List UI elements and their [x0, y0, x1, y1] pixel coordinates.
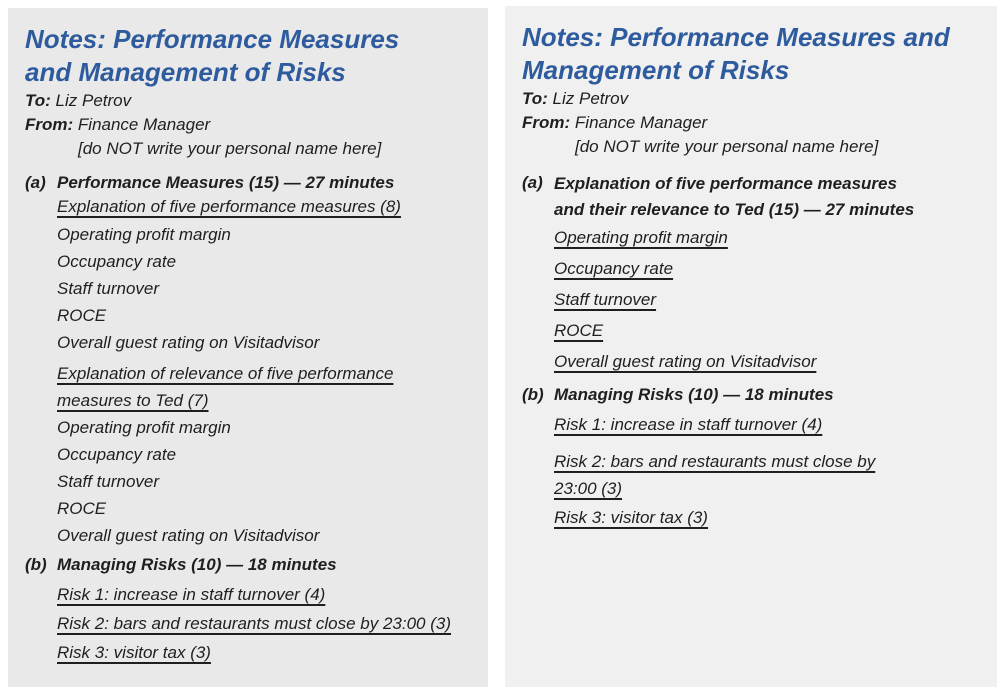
subsection-heading-line: Explanation of relevance of five perform…	[57, 360, 480, 387]
notes-panel-left: Notes: Performance Measures and Manageme…	[8, 8, 488, 687]
risk-item-text: Risk 3: visitor tax (3)	[554, 508, 708, 527]
measure-item-text: Staff turnover	[554, 290, 657, 309]
section-a-heading-text: Performance Measures (15) — 27 minutes	[57, 173, 395, 192]
measure-item: ROCE	[57, 499, 107, 518]
measure-list-1: Operating profit margin Occupancy rate S…	[57, 225, 480, 353]
risk-item: Risk 1: increase in staff turnover (4)	[554, 415, 989, 435]
subsection-heading-text: Explanation of relevance of five perform…	[57, 364, 394, 383]
subsection-heading-explanation: Explanation of five performance measures…	[57, 195, 480, 219]
notes-title-line: Management of Risks	[522, 55, 790, 85]
section-a-marker: (a)	[25, 173, 46, 192]
measure-item: Overall guest rating on Visitadvisor	[57, 526, 320, 545]
measure-item: ROCE	[554, 321, 989, 341]
memo-header-right: To: Liz Petrov From: Finance Manager [do…	[522, 87, 989, 159]
risk-item: Risk 3: visitor tax (3)	[554, 508, 989, 528]
to-value: Liz Petrov	[55, 91, 132, 110]
risk-item-line: 23:00 (3)	[554, 475, 989, 502]
section-b-heading-text: Managing Risks (10) — 18 minutes	[57, 555, 337, 574]
risk-item-text: Risk 1: increase in staff turnover (4)	[57, 585, 326, 604]
from-label: From:	[522, 113, 571, 132]
measure-list-2: Operating profit margin Occupancy rate S…	[57, 418, 480, 546]
from-line: From: Finance Manager	[25, 113, 480, 137]
measure-list: Operating profit margin Occupancy rate S…	[554, 228, 989, 372]
measure-item-text: Occupancy rate	[554, 259, 674, 278]
subsection-heading-relevance: Explanation of relevance of five perform…	[57, 360, 480, 414]
measure-item-text: Overall guest rating on Visitadvisor	[554, 352, 817, 371]
measure-item: Occupancy rate	[57, 445, 177, 464]
risk-item-text: Risk 2: bars and restaurants must close …	[57, 614, 452, 633]
measure-item: ROCE	[57, 306, 107, 325]
section-a-heading-line: Explanation of five performance measures	[554, 174, 897, 193]
section-a-heading: (a) Explanation of five performance meas…	[522, 171, 989, 223]
memo-header-left: To: Liz Petrov From: Finance Manager [do…	[25, 89, 480, 161]
to-line: To: Liz Petrov	[25, 89, 480, 113]
from-label: From:	[25, 115, 74, 134]
to-value: Liz Petrov	[552, 89, 629, 108]
notes-title-line: and Management of Risks	[25, 57, 346, 87]
risk-item: Risk 1: increase in staff turnover (4)	[57, 585, 480, 605]
section-b-heading: (b) Managing Risks (10) — 18 minutes	[25, 553, 480, 577]
name-warning-note: [do NOT write your personal name here]	[575, 137, 879, 156]
section-b-heading: (b) Managing Risks (10) — 18 minutes	[522, 383, 989, 407]
section-b-marker: (b)	[522, 385, 544, 404]
from-line: From: Finance Manager	[522, 111, 989, 135]
risk-list: Risk 1: increase in staff turnover (4) R…	[554, 415, 989, 528]
measure-item: Overall guest rating on Visitadvisor	[554, 352, 989, 372]
measure-item: Operating profit margin	[57, 225, 231, 244]
measure-item: Occupancy rate	[554, 259, 989, 279]
to-line: To: Liz Petrov	[522, 87, 989, 111]
notes-panel-right: Notes: Performance Measures and Manageme…	[505, 6, 997, 687]
notes-title-left: Notes: Performance Measures and Manageme…	[25, 23, 480, 89]
risk-item-text: Risk 2: bars and restaurants must close …	[554, 452, 876, 471]
section-a-heading: (a) Performance Measures (15) — 27 minut…	[25, 171, 480, 195]
subsection-heading-text: measures to Ted (7)	[57, 391, 209, 410]
risk-item: Risk 2: bars and restaurants must close …	[554, 448, 989, 502]
measure-item: Operating profit margin	[57, 418, 231, 437]
measure-item: Staff turnover	[57, 472, 160, 491]
measure-item: Staff turnover	[57, 279, 160, 298]
notes-title-line: Notes: Performance Measures	[25, 24, 400, 54]
to-label: To:	[25, 91, 51, 110]
to-label: To:	[522, 89, 548, 108]
risk-item-line: Risk 2: bars and restaurants must close …	[554, 448, 989, 475]
risk-item-text: Risk 3: visitor tax (3)	[57, 643, 211, 662]
subsection-heading-line: measures to Ted (7)	[57, 387, 480, 414]
notes-title-line: Notes: Performance Measures and	[522, 22, 950, 52]
measure-item: Operating profit margin	[554, 228, 989, 248]
section-b-heading-text: Managing Risks (10) — 18 minutes	[554, 385, 834, 404]
risk-list: Risk 1: increase in staff turnover (4) R…	[57, 585, 480, 663]
section-a-heading-text: Explanation of five performance measures…	[554, 171, 989, 223]
measure-item-text: Operating profit margin	[554, 228, 728, 247]
section-a-heading-line: and their relevance to Ted (15) — 27 min…	[554, 200, 915, 219]
subsection-heading-text: Explanation of five performance measures…	[57, 197, 401, 216]
measure-item-text: ROCE	[554, 321, 604, 340]
measure-item: Staff turnover	[554, 290, 989, 310]
name-warning-note: [do NOT write your personal name here]	[78, 139, 382, 158]
from-value: Finance Manager	[574, 113, 708, 132]
measure-item: Overall guest rating on Visitadvisor	[57, 333, 320, 352]
measure-item: Occupancy rate	[57, 252, 177, 271]
risk-item: Risk 2: bars and restaurants must close …	[57, 614, 480, 634]
risk-item-text: 23:00 (3)	[554, 479, 623, 498]
risk-item: Risk 3: visitor tax (3)	[57, 643, 480, 663]
notes-title-right: Notes: Performance Measures and Manageme…	[522, 21, 989, 87]
section-b-marker: (b)	[25, 555, 47, 574]
risk-item-text: Risk 1: increase in staff turnover (4)	[554, 415, 823, 434]
section-a-marker: (a)	[522, 173, 543, 192]
from-value: Finance Manager	[77, 115, 211, 134]
